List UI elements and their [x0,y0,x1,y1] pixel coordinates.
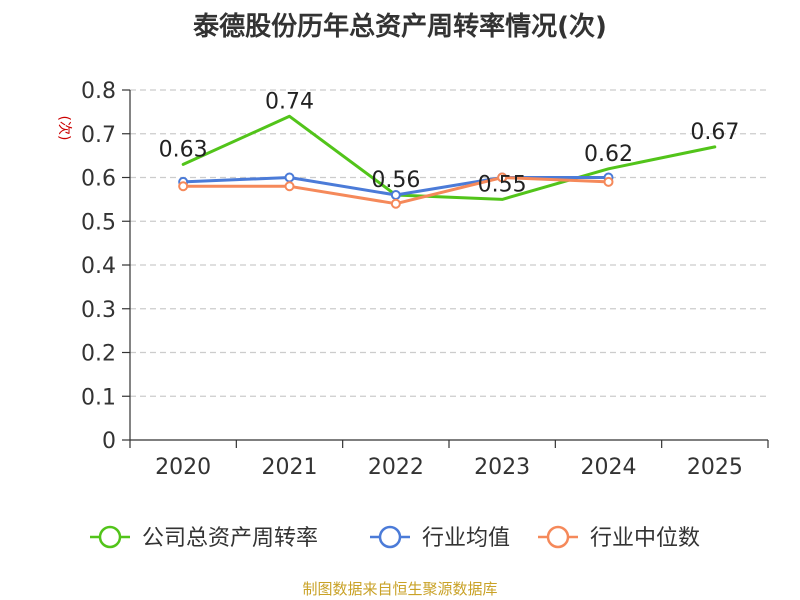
y-tick-label: 0.6 [81,167,116,192]
legend-label: 行业均值 [422,526,510,551]
legend: 公司总资产周转率 行业均值 行业中位数 [90,525,700,551]
series-point [603,176,614,187]
legend-marker [98,525,122,549]
legend-item: 行业均值 [370,525,510,551]
x-tick-label: 2020 [155,455,211,480]
legend-item: 公司总资产周转率 [90,525,318,551]
legend-label: 行业中位数 [590,526,700,551]
x-tick-label: 2022 [368,455,424,480]
x-tick-label: 2021 [262,455,318,480]
legend-item: 行业中位数 [538,525,700,551]
x-tick-label: 2024 [581,455,637,480]
source-note: 制图数据来自恒生聚源数据库 [302,580,498,598]
y-tick-label: 0.4 [81,254,116,279]
series-lines [178,114,717,209]
legend-marker [378,525,402,549]
y-tick-label: 0.1 [81,385,116,410]
axes [122,89,769,448]
data-label: 0.62 [584,142,633,167]
legend-label: 公司总资产周转率 [142,526,318,551]
data-label: 0.55 [478,172,527,197]
grid-lines [130,89,768,397]
x-tick-label: 2023 [474,455,530,480]
series-point [497,172,508,183]
x-tick-label: 2025 [687,455,743,480]
series-point [284,181,295,192]
x-tick-labels: 2020 2021 2022 2023 2024 2025 [155,455,743,480]
y-tick-labels: 0 0.1 0.2 0.3 0.4 0.5 0.6 0.7 0.8 [81,79,116,454]
y-tick-label: 0.5 [81,210,116,235]
y-axis-label: (次) [56,116,72,141]
y-tick-label: 0.3 [81,298,116,323]
data-label: 0.63 [159,137,208,162]
y-tick-label: 0.7 [81,123,116,148]
data-labels: 0.63 0.74 0.56 0.55 0.62 0.67 [159,89,740,197]
series-point [284,172,295,183]
y-tick-label: 0 [102,429,116,454]
series-point [178,181,189,192]
y-tick-label: 0.2 [81,342,116,367]
data-label: 0.74 [265,89,314,114]
legend-marker [546,525,570,549]
series-point [390,198,401,209]
data-label: 0.56 [371,168,420,193]
data-label: 0.67 [690,120,739,145]
series-line [181,114,717,201]
y-tick-label: 0.8 [81,79,116,104]
chart-title: 泰德股份历年总资产周转率情况(次) [193,12,607,42]
